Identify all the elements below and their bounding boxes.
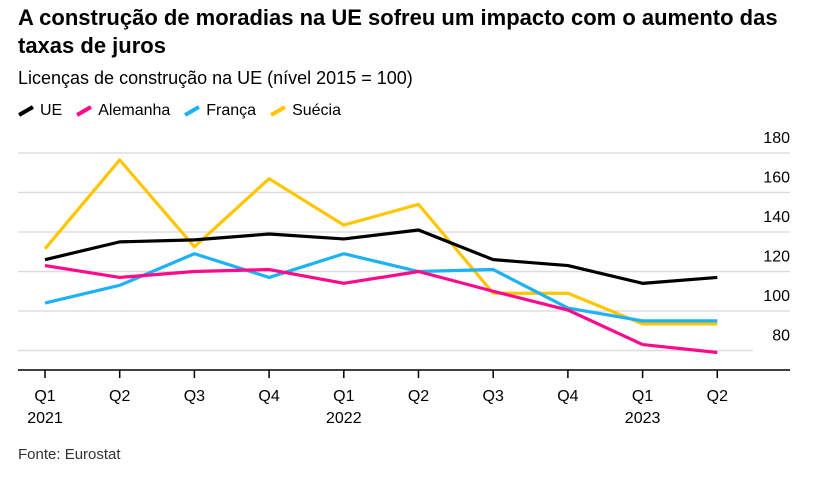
legend-label: UE	[40, 102, 63, 119]
legend-item: Alemanha	[76, 102, 170, 120]
x-tick-year-label: 2021	[27, 410, 63, 427]
x-tick-label: Q3	[483, 388, 504, 405]
y-tick-label: 160	[763, 170, 790, 187]
chart-title: A construção de moradias na UE sofreu um…	[18, 5, 778, 58]
y-tick-label: 100	[763, 288, 790, 305]
source-note: Fonte: Eurostat	[18, 446, 121, 463]
y-tick-label: 120	[763, 249, 790, 266]
series-line-UE	[44, 228, 718, 285]
legend-item: França	[184, 102, 256, 120]
y-tick-label: 180	[763, 130, 790, 147]
legend-label: Alemanha	[98, 102, 171, 119]
x-tick-year-label: 2022	[326, 410, 362, 427]
legend-label: Suécia	[292, 102, 341, 119]
y-tick-label: 140	[763, 209, 790, 226]
series-line-Suécia	[43, 158, 718, 326]
x-tick-label: Q1	[333, 388, 354, 405]
legend-label: França	[206, 102, 257, 119]
x-tick-label: Q1	[632, 388, 653, 405]
x-tick-label: Q4	[258, 388, 279, 405]
x-tick-label: Q2	[408, 388, 429, 405]
y-tick-label: 80	[772, 328, 790, 345]
x-tick-label: Q4	[557, 388, 578, 405]
x-tick-label: Q3	[184, 388, 205, 405]
series-line-França	[44, 252, 718, 323]
legend-item: UE	[18, 102, 62, 120]
legend: UE Alemanha França Suécia	[18, 102, 341, 120]
legend-item: Suécia	[270, 102, 341, 120]
x-tick-label: Q2	[707, 388, 728, 405]
x-tick-label: Q2	[109, 388, 130, 405]
x-tick-year-label: 2023	[625, 410, 661, 427]
series-line-Alemanha	[44, 263, 718, 355]
x-tick-label: Q1	[34, 388, 55, 405]
chart-subtitle: Licenças de construção na UE (nível 2015…	[18, 68, 413, 88]
